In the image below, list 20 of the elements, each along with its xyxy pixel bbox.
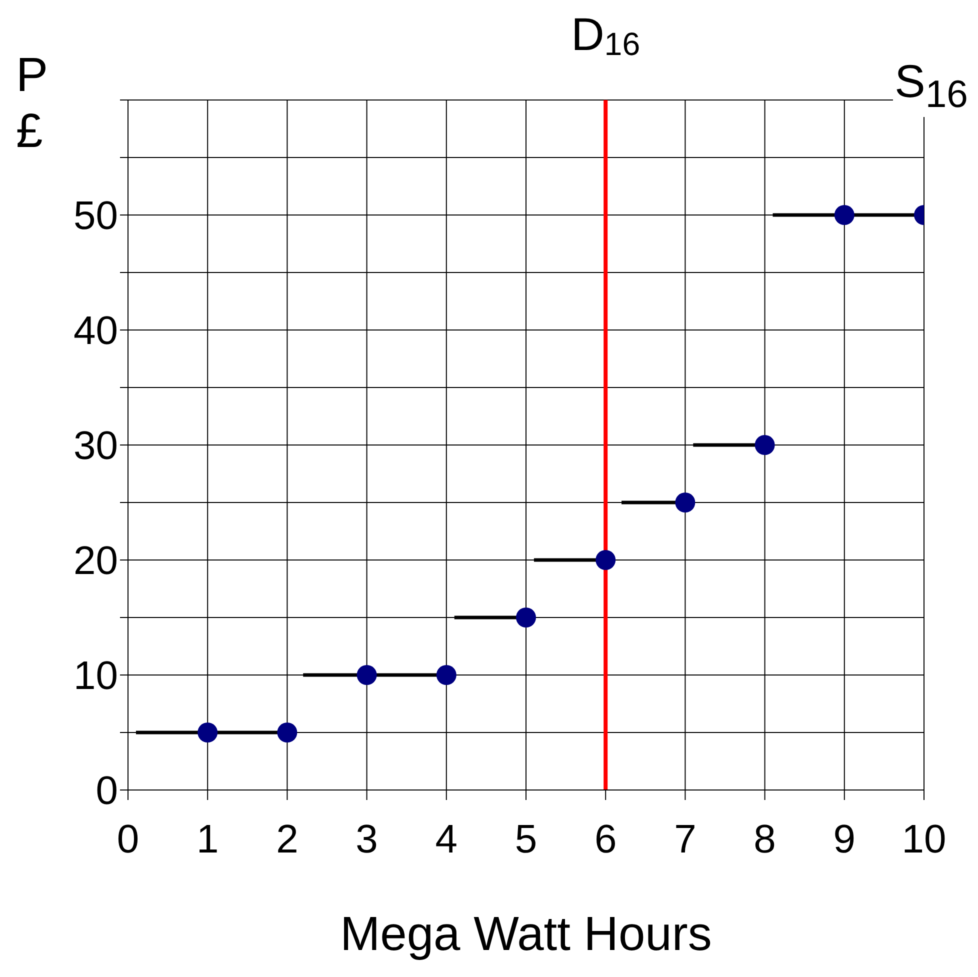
y-tick-label: 30 — [74, 424, 118, 468]
x-tick-label: 9 — [833, 817, 856, 862]
y-axis-title: P £ — [16, 48, 48, 160]
y-tick-label: 20 — [74, 539, 118, 584]
ref-line-label: D$_{16}$ — [571, 8, 640, 62]
x-tick-label: 8 — [754, 817, 776, 862]
y-tick-label: 0 — [96, 769, 118, 814]
x-axis-title: Mega Watt Hours — [340, 908, 712, 961]
y-tick-label: 10 — [74, 654, 118, 698]
x-tick-label: 3 — [356, 817, 378, 862]
y-tick-label: 40 — [74, 309, 118, 354]
x-tick-label: 4 — [435, 817, 458, 862]
x-tick-label: 10 — [902, 817, 946, 862]
annotation: S$_{16}$ — [892, 54, 970, 118]
x-tick-label: 1 — [196, 817, 219, 862]
x-tick-label: 2 — [276, 817, 298, 862]
x-tick-label: 5 — [514, 817, 538, 862]
x-tick-label: 6 — [594, 817, 617, 862]
y-tick-label: 50 — [74, 194, 118, 238]
x-tick-label: 7 — [674, 817, 696, 862]
